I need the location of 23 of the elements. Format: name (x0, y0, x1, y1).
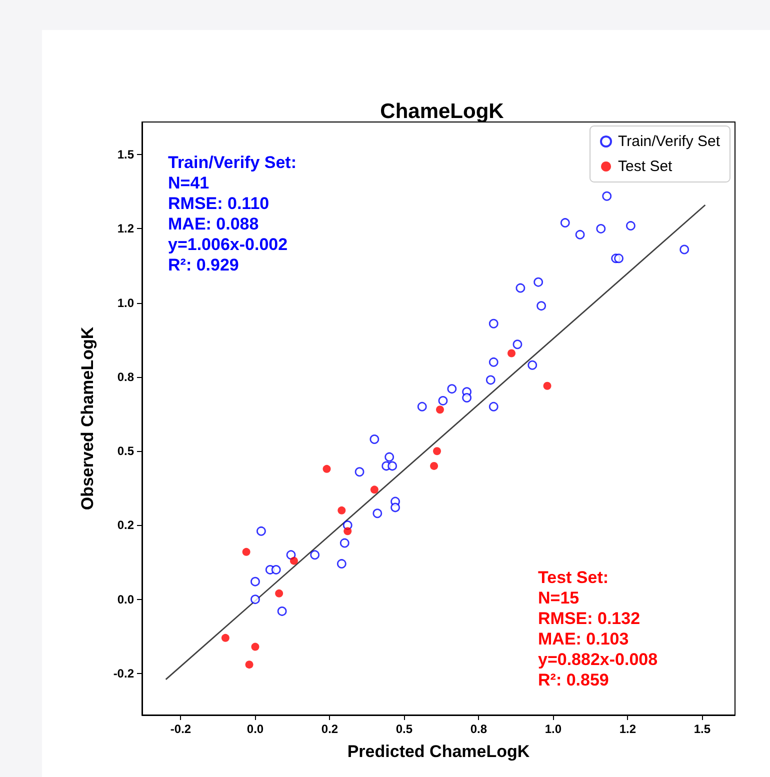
y-tick-label: 0.8 (117, 370, 134, 384)
y-tick-label: 1.2 (117, 222, 134, 236)
legend-label: Train/Verify Set (618, 133, 721, 150)
x-tick-label: 1.5 (694, 722, 711, 736)
y-axis-title: Observed ChameLogK (78, 326, 97, 510)
x-axis-title: Predicted ChameLogK (347, 742, 530, 761)
y-tick-label: 0.2 (117, 518, 134, 532)
x-tick-label: 0.2 (321, 722, 338, 736)
y-tick-label: -0.2 (113, 666, 134, 680)
x-tick-label: 0.8 (470, 722, 488, 736)
y-tick-label: 0.0 (117, 592, 134, 606)
x-tick-label: -0.2 (170, 722, 192, 736)
x-tick-label: 0.0 (246, 722, 264, 736)
legend-label: Test Set (618, 158, 674, 175)
annotation: Test Set: N=15 RMSE: 0.132 MAE: 0.103 y=0.882x-0.008 R²: 0.859 (538, 568, 658, 690)
chart-title: ChameLogK (380, 100, 504, 123)
y-tick-label: 1.0 (117, 296, 134, 310)
x-tick-label: 1.0 (544, 722, 562, 736)
annotation: Train/Verify Set: N=41 RMSE: 0.110 MAE: 0.088 y=1.006x-0.002 R²: 0.929 (168, 152, 296, 274)
y-tick-label: 0.5 (117, 444, 134, 458)
x-tick-label: 1.2 (619, 722, 636, 736)
x-tick-label: 0.5 (396, 722, 413, 736)
y-tick-label: 1.5 (117, 148, 134, 162)
